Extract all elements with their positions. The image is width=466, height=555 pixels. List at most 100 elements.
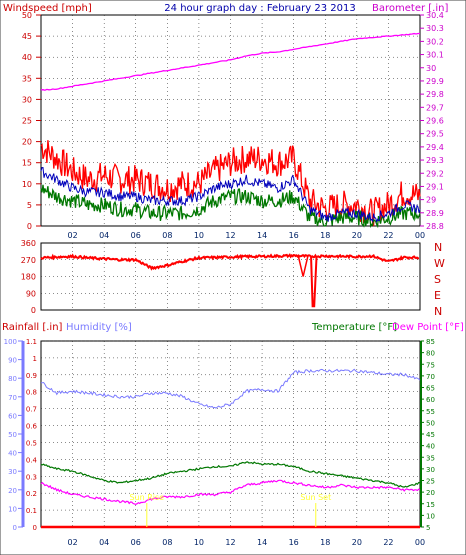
wind-x-tick-label: 18 [320,231,330,240]
humidity-tick-label: 10 [8,505,17,513]
direction-series [40,253,420,308]
windspeed-tick-label: 20 [22,138,32,147]
windspeed-tick-label: 5 [27,201,32,210]
temperature-axis-label: Temperature [°F] [311,322,397,333]
barometer-line [40,32,420,91]
humidity-tick-label: 40 [8,450,17,458]
compass-label: N [434,241,442,254]
direction-tick-label: 360 [21,239,36,248]
rain-x-tick-label: 14 [257,538,267,547]
dewpoint-line [40,479,421,506]
temperature-tick-label: 60 [426,396,435,404]
humidity-tick-label: 70 [8,394,17,402]
rainfall-tick-label: 0.1 [26,507,37,515]
wind-gust-line [40,140,421,227]
windspeed-tick-label: 25 [22,117,32,126]
temperature-y-tick-labels: 85 80 75 70 65 60 55 50 45 40 35 30 25 20 15 10 5 [421,338,435,532]
rain-x-tick-label: 06 [131,538,141,547]
rain-x-tick-label: 00 [415,538,425,547]
rain-x-tick-label: 10 [194,538,204,547]
barometer-tick-label: 29 [426,196,436,205]
rainfall-tick-label: 0.9 [26,372,37,380]
rainfall-tick-label: 0.3 [26,473,37,481]
barometer-tick-label: 29.1 [426,182,444,191]
humidity-tick-label: 30 [8,468,17,476]
wind-x-tick-label: 02 [67,231,77,240]
temperature-tick-label: 55 [426,408,435,416]
humidity-tick-label: 0 [13,524,17,532]
barometer-tick-label: 29.2 [426,169,444,178]
wind-x-tick-label: 12 [225,231,235,240]
barometer-tick-label: 29.4 [426,143,444,152]
sun-annotations: Sun Rise Sun Set [129,493,331,527]
windspeed-tick-label: 45 [22,32,32,41]
temperature-tick-label: 80 [426,350,435,358]
barometer-tick-label: 29.6 [426,117,444,126]
barometer-tick-label: 29.3 [426,156,444,165]
wind-speed-line [40,184,421,229]
rainfall-tick-label: 0.7 [26,406,37,414]
wind-x-tick-label: 14 [257,231,267,240]
windspeed-tick-label: 35 [22,74,32,83]
direction-tick-label: 0 [31,306,36,315]
rainfall-tick-label: 0.8 [26,389,37,397]
windspeed-tick-label: 15 [22,159,32,168]
barometer-tick-label: 30.1 [426,51,444,60]
wind-baro-panel: Windspeed [mph] 24 hour graph day : Febr… [3,3,448,240]
barometer-axis-label: Barometer [.in] [372,3,448,14]
direction-tick-label: 180 [21,273,36,282]
wind-average-line [40,166,421,223]
temperature-tick-label: 35 [426,454,435,462]
barometer-tick-label: 30.3 [426,24,444,33]
rain-x-tick-label: 12 [225,538,235,547]
direction-tick-label: 270 [21,256,36,265]
direction-y-tick-labels: 360 270 180 90 0 [21,239,36,315]
barometer-tick-label: 29.7 [426,103,444,112]
barometer-tick-label: 28.8 [426,222,444,231]
barometer-tick-label: 30.2 [426,37,444,46]
temperature-tick-label: 5 [426,524,430,532]
rain-humidity-temp-series [40,368,421,529]
rain-humidity-temp-panel: Rainfall [.in] Humidity [%] Temperature … [2,322,464,547]
windspeed-tick-label: 30 [22,95,32,104]
wind-direction-line [40,253,420,271]
barometer-tick-label: 28.9 [426,209,444,218]
rain-x-tick-label: 04 [99,538,109,547]
rainfall-tick-label: 0.2 [26,490,37,498]
temperature-line [40,461,421,488]
humidity-tick-label: 90 [8,357,17,365]
wind-series [40,32,421,229]
compass-label: S [434,273,441,286]
barometer-tick-label: 30.4 [426,11,444,20]
temperature-tick-label: 75 [426,361,435,369]
rain-x-tick-label: 08 [162,538,172,547]
rain-x-tick-label: 18 [320,538,330,547]
wind-x-tick-label: 06 [131,231,141,240]
temperature-tick-label: 45 [426,431,435,439]
rain-x-tick-label: 22 [383,538,393,547]
wind-x-tick-label: 08 [162,231,172,240]
barometer-y-tick-labels: 30.4 30.3 30.2 30.1 30 29.9 29.8 29.7 29.6 29.5 29… [420,11,444,231]
rain-x-tick-label: 16 [289,538,299,547]
wind-x-tick-label: 22 [383,231,393,240]
rainfall-tick-label: 0 [33,524,37,532]
rainfall-tick-label: 0.5 [26,439,37,447]
temperature-tick-label: 70 [426,373,435,381]
humidity-tick-label: 20 [8,487,17,495]
temperature-tick-label: 15 [426,501,435,509]
temperature-tick-label: 40 [426,443,435,451]
humidity-tick-label: 80 [8,375,17,383]
wind-x-tick-labels: 02 04 06 08 10 12 14 16 18 20 22 00 [67,231,425,240]
wind-x-tick-label: 16 [289,231,299,240]
temperature-tick-label: 20 [426,489,435,497]
temperature-tick-label: 30 [426,466,435,474]
barometer-tick-label: 29.9 [426,77,444,86]
rain-x-tick-label: 20 [352,538,362,547]
dewpoint-axis-label: Dew Point [°F] [392,322,464,333]
windspeed-tick-label: 0 [27,222,32,231]
temperature-tick-label: 50 [426,419,435,427]
